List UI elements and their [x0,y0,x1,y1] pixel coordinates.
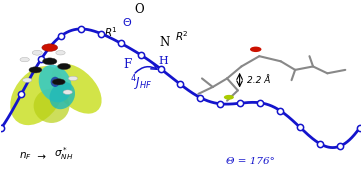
Text: $R^1$: $R^1$ [104,25,118,39]
Ellipse shape [49,82,75,109]
Circle shape [224,95,234,100]
Ellipse shape [34,89,69,123]
Circle shape [43,58,57,65]
Text: $\sigma^*_{NH}$: $\sigma^*_{NH}$ [55,145,74,162]
Text: $\Theta$: $\Theta$ [122,16,132,28]
Ellipse shape [52,64,101,114]
Text: F: F [123,58,132,71]
Text: $n_F$: $n_F$ [19,151,32,162]
Ellipse shape [10,66,64,125]
Circle shape [58,63,70,70]
Circle shape [52,79,65,85]
Circle shape [22,78,32,82]
Text: O: O [135,3,144,16]
Circle shape [20,57,29,62]
Text: H: H [158,56,168,66]
Circle shape [29,67,42,73]
Text: Θ = 176°: Θ = 176° [226,157,275,166]
Ellipse shape [51,77,60,87]
Text: →: → [34,152,49,162]
Ellipse shape [39,65,71,102]
Circle shape [56,50,65,55]
Circle shape [68,76,78,81]
Circle shape [63,90,72,94]
Text: $^4J_{HF}$: $^4J_{HF}$ [130,74,152,93]
Circle shape [250,47,261,52]
Text: 2.2 Å: 2.2 Å [247,76,270,85]
Circle shape [32,50,42,55]
Text: N: N [159,36,170,49]
Circle shape [42,44,58,51]
Text: $R^2$: $R^2$ [175,29,189,42]
